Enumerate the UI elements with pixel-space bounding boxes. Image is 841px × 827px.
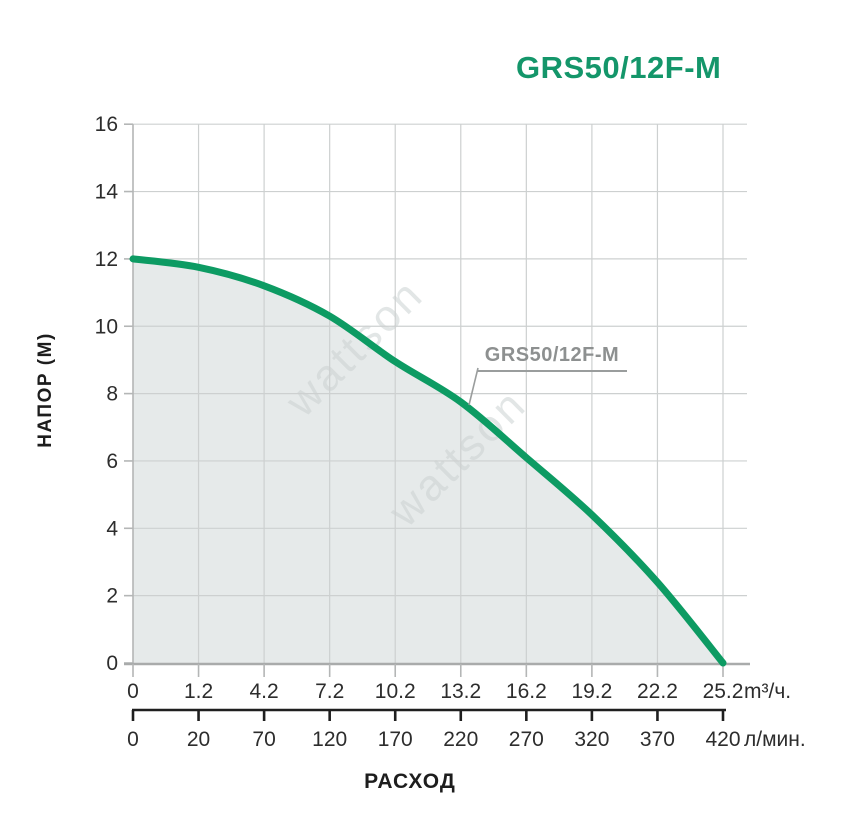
x-tick-label-m3h: 7.2 xyxy=(315,680,344,703)
page-title: GRS50/12F-M xyxy=(516,50,722,85)
x-axis-unit-lmin: л/мин. xyxy=(744,728,806,751)
curve-label-leader-line xyxy=(468,367,479,406)
x-axis-title: РАСХОД xyxy=(364,770,456,793)
x-tick-label-lmin: 0 xyxy=(127,728,139,751)
y-tick-label: 2 xyxy=(106,585,118,608)
x-tick-label-m3h: 1.2 xyxy=(184,680,213,703)
y-tick-label: 0 xyxy=(106,652,118,675)
x-tick-label-lmin: 370 xyxy=(640,728,675,751)
y-tick-label: 8 xyxy=(106,383,118,406)
x-tick-label-lmin: 70 xyxy=(252,728,275,751)
y-tick-label: 6 xyxy=(106,450,118,473)
x-tick-label-m3h: 13.2 xyxy=(440,680,481,703)
curve-series-label: GRS50/12F-M xyxy=(477,344,627,372)
y-tick-label: 12 xyxy=(95,248,118,271)
x-tick-label-lmin: 120 xyxy=(312,728,347,751)
x-tick-label-m3h: 10.2 xyxy=(375,680,416,703)
y-tick-label: 16 xyxy=(95,113,118,136)
x-tick-label-m3h: 0 xyxy=(127,680,139,703)
pump-curve xyxy=(129,255,727,667)
x-tick-label-m3h: 16.2 xyxy=(506,680,547,703)
x-tick-label-m3h: 4.2 xyxy=(250,680,279,703)
x-tick-label-m3h: 19.2 xyxy=(571,680,612,703)
x-tick-label-lmin: 320 xyxy=(574,728,609,751)
x-tick-label-lmin: 170 xyxy=(378,728,413,751)
x-tick-label-lmin: 270 xyxy=(509,728,544,751)
x-tick-label-lmin: 420 xyxy=(705,728,740,751)
y-tick-label: 14 xyxy=(95,181,119,204)
x-tick-label-lmin: 20 xyxy=(187,728,210,751)
x-tick-label-lmin: 220 xyxy=(443,728,478,751)
y-tick-label: 4 xyxy=(106,517,118,540)
y-tick-label: 10 xyxy=(95,315,118,338)
x-tick-label-m3h: 22.2 xyxy=(637,680,678,703)
x-tick-label-m3h: 25.2 xyxy=(703,680,744,703)
x-axis-unit-m3h: m³/ч. xyxy=(744,680,791,703)
